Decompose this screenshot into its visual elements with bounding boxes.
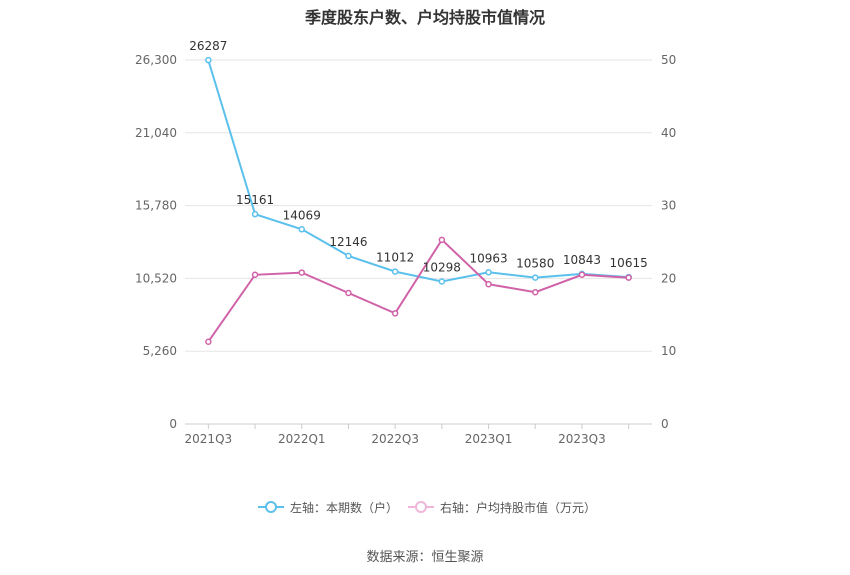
right-y-axis: 0 10 20 30 40 50 <box>661 53 676 431</box>
legend-item-right-axis-series[interactable]: 右轴：户均持股市值（万元） <box>408 498 596 516</box>
series-line-0 <box>207 59 629 283</box>
chart-title: 季度股东户数、户均持股市值情况 <box>304 8 545 27</box>
data-label: 15161 <box>236 193 274 207</box>
legend-label: 左轴：本期数（户） <box>290 500 399 515</box>
left-y-tick-label: 10,520 <box>135 271 177 285</box>
right-y-tick-label: 10 <box>661 344 676 358</box>
data-labels: 26287 15161 14069 12146 11012 10298 10963 10580… <box>189 39 647 274</box>
data-label: 10615 <box>610 256 648 270</box>
data-point <box>438 278 446 285</box>
right-y-tick-label: 40 <box>661 126 676 140</box>
left-y-tick-label: 0 <box>169 417 177 431</box>
data-point <box>625 274 632 281</box>
right-y-tick-label: 20 <box>661 271 676 285</box>
data-point <box>298 269 305 276</box>
data-point <box>205 56 212 64</box>
data-point <box>578 271 586 279</box>
left-y-tick-label: 15,780 <box>135 199 177 213</box>
grid-lines <box>185 59 652 425</box>
x-tick-label: 2023Q3 <box>558 432 606 446</box>
legend-label: 右轴：户均持股市值（万元） <box>440 500 597 515</box>
data-point <box>345 252 352 260</box>
data-label: 14069 <box>283 208 321 222</box>
series-line-1 <box>207 238 629 343</box>
legend-line-marker-icon <box>408 501 434 513</box>
right-y-tick-label: 50 <box>661 53 676 67</box>
data-point <box>298 226 305 233</box>
data-label: 10298 <box>423 260 461 274</box>
data-point <box>391 268 399 275</box>
data-label: 10843 <box>563 253 601 267</box>
left-y-axis: 0 5,260 10,520 15,780 21,040 26,300 <box>135 53 177 431</box>
x-tick-label: 2023Q1 <box>465 432 513 446</box>
data-label: 10963 <box>469 251 507 265</box>
data-label: 11012 <box>376 251 414 265</box>
series-layer <box>205 56 632 345</box>
legend-item-left-axis-series[interactable]: 左轴：本期数（户） <box>258 498 398 516</box>
x-tick-label: 2021Q3 <box>185 432 233 446</box>
data-point <box>251 271 259 279</box>
data-label: 10580 <box>516 257 554 271</box>
data-point <box>485 269 492 276</box>
data-point <box>485 280 492 288</box>
data-point <box>532 288 539 296</box>
source-note: 数据来源：恒生聚源 <box>366 550 484 565</box>
data-label: 26287 <box>189 39 227 53</box>
left-y-tick-label: 5,260 <box>143 344 177 358</box>
data-point <box>438 236 446 244</box>
data-point <box>205 338 212 345</box>
data-point <box>345 289 352 297</box>
data-point <box>391 310 399 317</box>
legend-line-marker-icon <box>258 501 284 513</box>
data-label: 12146 <box>329 235 367 249</box>
x-axis: 2021Q3 2022Q1 2022Q3 2023Q1 2023Q3 <box>185 424 630 446</box>
right-y-tick-label: 30 <box>661 199 676 213</box>
x-tick-label: 2022Q3 <box>371 432 419 446</box>
left-y-tick-label: 21,040 <box>135 126 177 140</box>
data-point <box>532 274 539 281</box>
right-y-tick-label: 0 <box>661 417 669 431</box>
x-tick-label: 2022Q1 <box>278 432 326 446</box>
left-y-tick-label: 26,300 <box>135 53 177 67</box>
data-point <box>251 210 259 218</box>
